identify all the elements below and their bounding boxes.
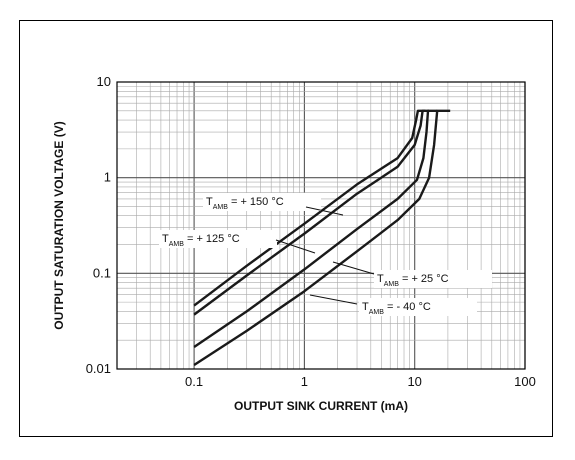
x-tick-label: 10	[407, 374, 421, 389]
annotation-background	[203, 193, 321, 211]
plot-area	[117, 82, 525, 369]
plot-border	[116, 81, 526, 370]
annotation-background	[374, 270, 492, 288]
x-tick-label: 0.1	[185, 374, 203, 389]
series-annotation-label: TAMB = + 125 °C	[162, 233, 240, 248]
x-tick-label: 100	[514, 374, 536, 389]
y-axis-label: OUTPUT SATURATION VOLTAGE (V)	[52, 121, 66, 329]
annotation-leader-line	[305, 206, 344, 216]
y-tick-label: 10	[97, 74, 111, 89]
series-annotation-label: TAMB = - 40 °C	[362, 301, 431, 316]
series-line-3	[193, 109, 451, 367]
x-tick-label: 1	[301, 374, 308, 389]
annotation-background	[159, 230, 277, 248]
y-tick-label: 0.01	[86, 361, 111, 376]
series-annotation-label: TAMB = + 150 °C	[206, 196, 284, 211]
series-line-1	[193, 109, 430, 316]
tick-labels: 0.1 1 10 100 0.01 0.1 1 10	[86, 74, 536, 389]
annotation-leader-line	[309, 294, 358, 305]
y-tick-label: 1	[104, 170, 111, 185]
series-line-2	[193, 109, 438, 348]
y-tick-label: 0.1	[93, 265, 111, 280]
annotation-leader-line	[332, 261, 375, 275]
series-group	[193, 109, 451, 367]
series-annotation-label: TAMB = + 25 °C	[377, 273, 449, 288]
series-line-0	[193, 109, 426, 307]
annotations: TAMB = + 150 °C TAMB = + 125 °C TAMB = + 2…	[159, 193, 492, 316]
annotation-background	[359, 298, 477, 316]
x-axis-label: OUTPUT SINK CURRENT (mA)	[234, 399, 408, 413]
annotation-leader-line	[275, 239, 316, 254]
